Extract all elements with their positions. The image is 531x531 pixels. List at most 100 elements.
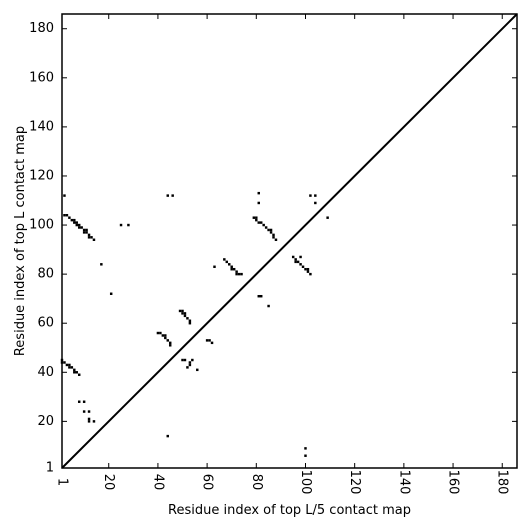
contact-point (230, 265, 233, 268)
contact-point (272, 233, 275, 237)
contact-point (87, 420, 91, 423)
y-axis-label: Residue index of top L contact map (13, 126, 28, 356)
contact-point (87, 417, 91, 421)
contact-point (259, 294, 263, 298)
contact-point (168, 344, 172, 347)
contact-point (188, 321, 192, 325)
contact-point (183, 312, 187, 315)
contact-point (237, 272, 241, 276)
contact-point (235, 272, 238, 276)
contact-point (68, 216, 71, 219)
contact-point (191, 358, 194, 362)
contact-point (294, 258, 297, 261)
contact-point (85, 228, 88, 232)
contact-point (186, 317, 189, 320)
y-tick-label: 20 (37, 414, 54, 429)
contact-point (304, 454, 307, 457)
contact-point (188, 363, 192, 367)
contact-point (73, 368, 76, 372)
contact-point (65, 214, 69, 217)
contact-point (65, 363, 69, 367)
contact-point (257, 221, 260, 224)
contact-point (70, 218, 74, 222)
y-tick-label: 1 (46, 461, 54, 476)
contact-point (92, 238, 96, 241)
contact-point (314, 194, 317, 197)
contact-point (73, 371, 76, 374)
contact-point (161, 334, 165, 337)
x-tick-label: 140 (396, 470, 411, 495)
contact-point (87, 410, 91, 413)
y-tick-label: 180 (29, 21, 54, 36)
contact-point (301, 265, 305, 268)
contact-point (299, 263, 302, 266)
x-tick-label: 1 (55, 478, 70, 486)
contact-point (223, 258, 226, 261)
contact-point (85, 231, 88, 234)
contact-point (77, 223, 81, 227)
y-tick-label: 60 (37, 316, 54, 331)
contact-point (259, 221, 263, 224)
contact-point (208, 339, 211, 342)
contact-point (269, 228, 273, 232)
contact-point (264, 226, 268, 229)
contact-point (181, 309, 184, 313)
contact-point (82, 410, 86, 413)
x-tick-label: 60 (200, 474, 215, 491)
y-tick-label: 120 (29, 168, 54, 183)
contact-point (164, 336, 167, 340)
contact-point (309, 194, 312, 197)
contact-point (75, 223, 78, 227)
contact-point (183, 358, 187, 362)
contact-point (213, 265, 216, 268)
contact-point (257, 294, 260, 298)
contact-point (68, 363, 71, 367)
contact-point (82, 400, 86, 403)
contact-point (235, 270, 238, 273)
contact-point (314, 201, 317, 205)
contact-point (168, 341, 172, 345)
contact-point (75, 221, 78, 224)
contact-point (80, 226, 83, 229)
contact-point (166, 339, 169, 342)
contact-point (272, 236, 275, 239)
contact-point (63, 361, 66, 364)
contact-point (87, 233, 91, 237)
contact-point (309, 272, 312, 276)
contact-point (262, 223, 265, 227)
x-tick-label: 20 (101, 474, 116, 491)
contact-point (181, 358, 184, 362)
contact-point (304, 447, 307, 450)
contact-point (210, 341, 214, 345)
contact-point (166, 434, 169, 438)
contact-point (296, 260, 300, 264)
x-tick-label: 120 (347, 470, 362, 495)
contact-point (159, 331, 162, 335)
contact-point (267, 304, 270, 308)
contact-point (73, 221, 76, 224)
contact-point (255, 218, 258, 222)
contact-point (230, 267, 233, 271)
contact-point (306, 270, 310, 273)
x-tick-label: 40 (150, 474, 165, 491)
contact-point (68, 366, 71, 369)
contact-point (87, 236, 91, 239)
contact-point (77, 226, 81, 229)
contact-point (269, 231, 273, 234)
contact-point (127, 223, 130, 227)
contact-point (119, 223, 123, 227)
y-tick-label: 100 (29, 218, 54, 233)
contact-point (156, 331, 160, 335)
contact-point (225, 260, 229, 264)
x-tick-label: 100 (298, 470, 313, 495)
contact-point (326, 216, 329, 219)
contact-point (306, 267, 310, 271)
contact-point (178, 309, 182, 313)
contact-point (164, 334, 167, 337)
x-tick-label: 180 (495, 470, 510, 495)
contact-point (90, 236, 93, 239)
contact-point (77, 400, 81, 403)
contact-point (63, 194, 66, 197)
contact-point (70, 366, 74, 369)
